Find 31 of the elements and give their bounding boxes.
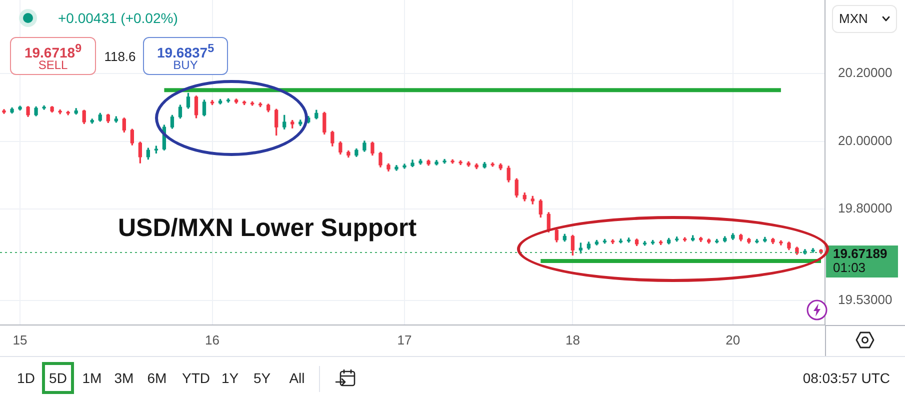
text: 1M [81,370,103,386]
annotation: BUY [172,58,199,72]
annotation: 19.6837$^{5}$ [156,41,216,61]
x-tick-label: 16 [205,332,220,348]
text: 01:03 [833,260,866,276]
y-tick-label: 20.00000 [838,132,892,148]
text: YTD [181,370,211,386]
y-tick-label: 19.80000 [838,200,892,216]
text: 1Y [220,370,240,386]
annotation: 118.6 [103,49,137,64]
sell-button: 19.6718$^{9}$ SELL [10,37,96,75]
buy-button: 19.6837$^{5}$ BUY [143,37,228,75]
x-tick-label: 17 [397,332,412,348]
annotation: 19.6718$^{9}$ [23,41,83,61]
text: 1D [16,370,36,386]
text: All [288,370,306,386]
ref-line-label: 19.67189 [833,246,888,262]
annotation: SELL [37,58,69,72]
y-tick-label: 20.20000 [838,65,892,80]
x-tick-label: 18 [565,332,580,348]
currency-dropdown: MXN [832,5,897,33]
x-tick-label: 20 [726,332,740,348]
text: 5Y [252,370,272,386]
text: USD/MXN Lower Support [118,213,417,243]
text: 3M [113,370,135,386]
text: 6M [146,370,168,386]
y-tick-label: 19.53000 [838,292,892,308]
annotation: +0.00431 (+0.02%) [58,10,178,26]
x-tick-label: 15 [12,332,28,348]
text: 5D [48,370,68,386]
text: 08:03:57 UTC [802,370,890,386]
